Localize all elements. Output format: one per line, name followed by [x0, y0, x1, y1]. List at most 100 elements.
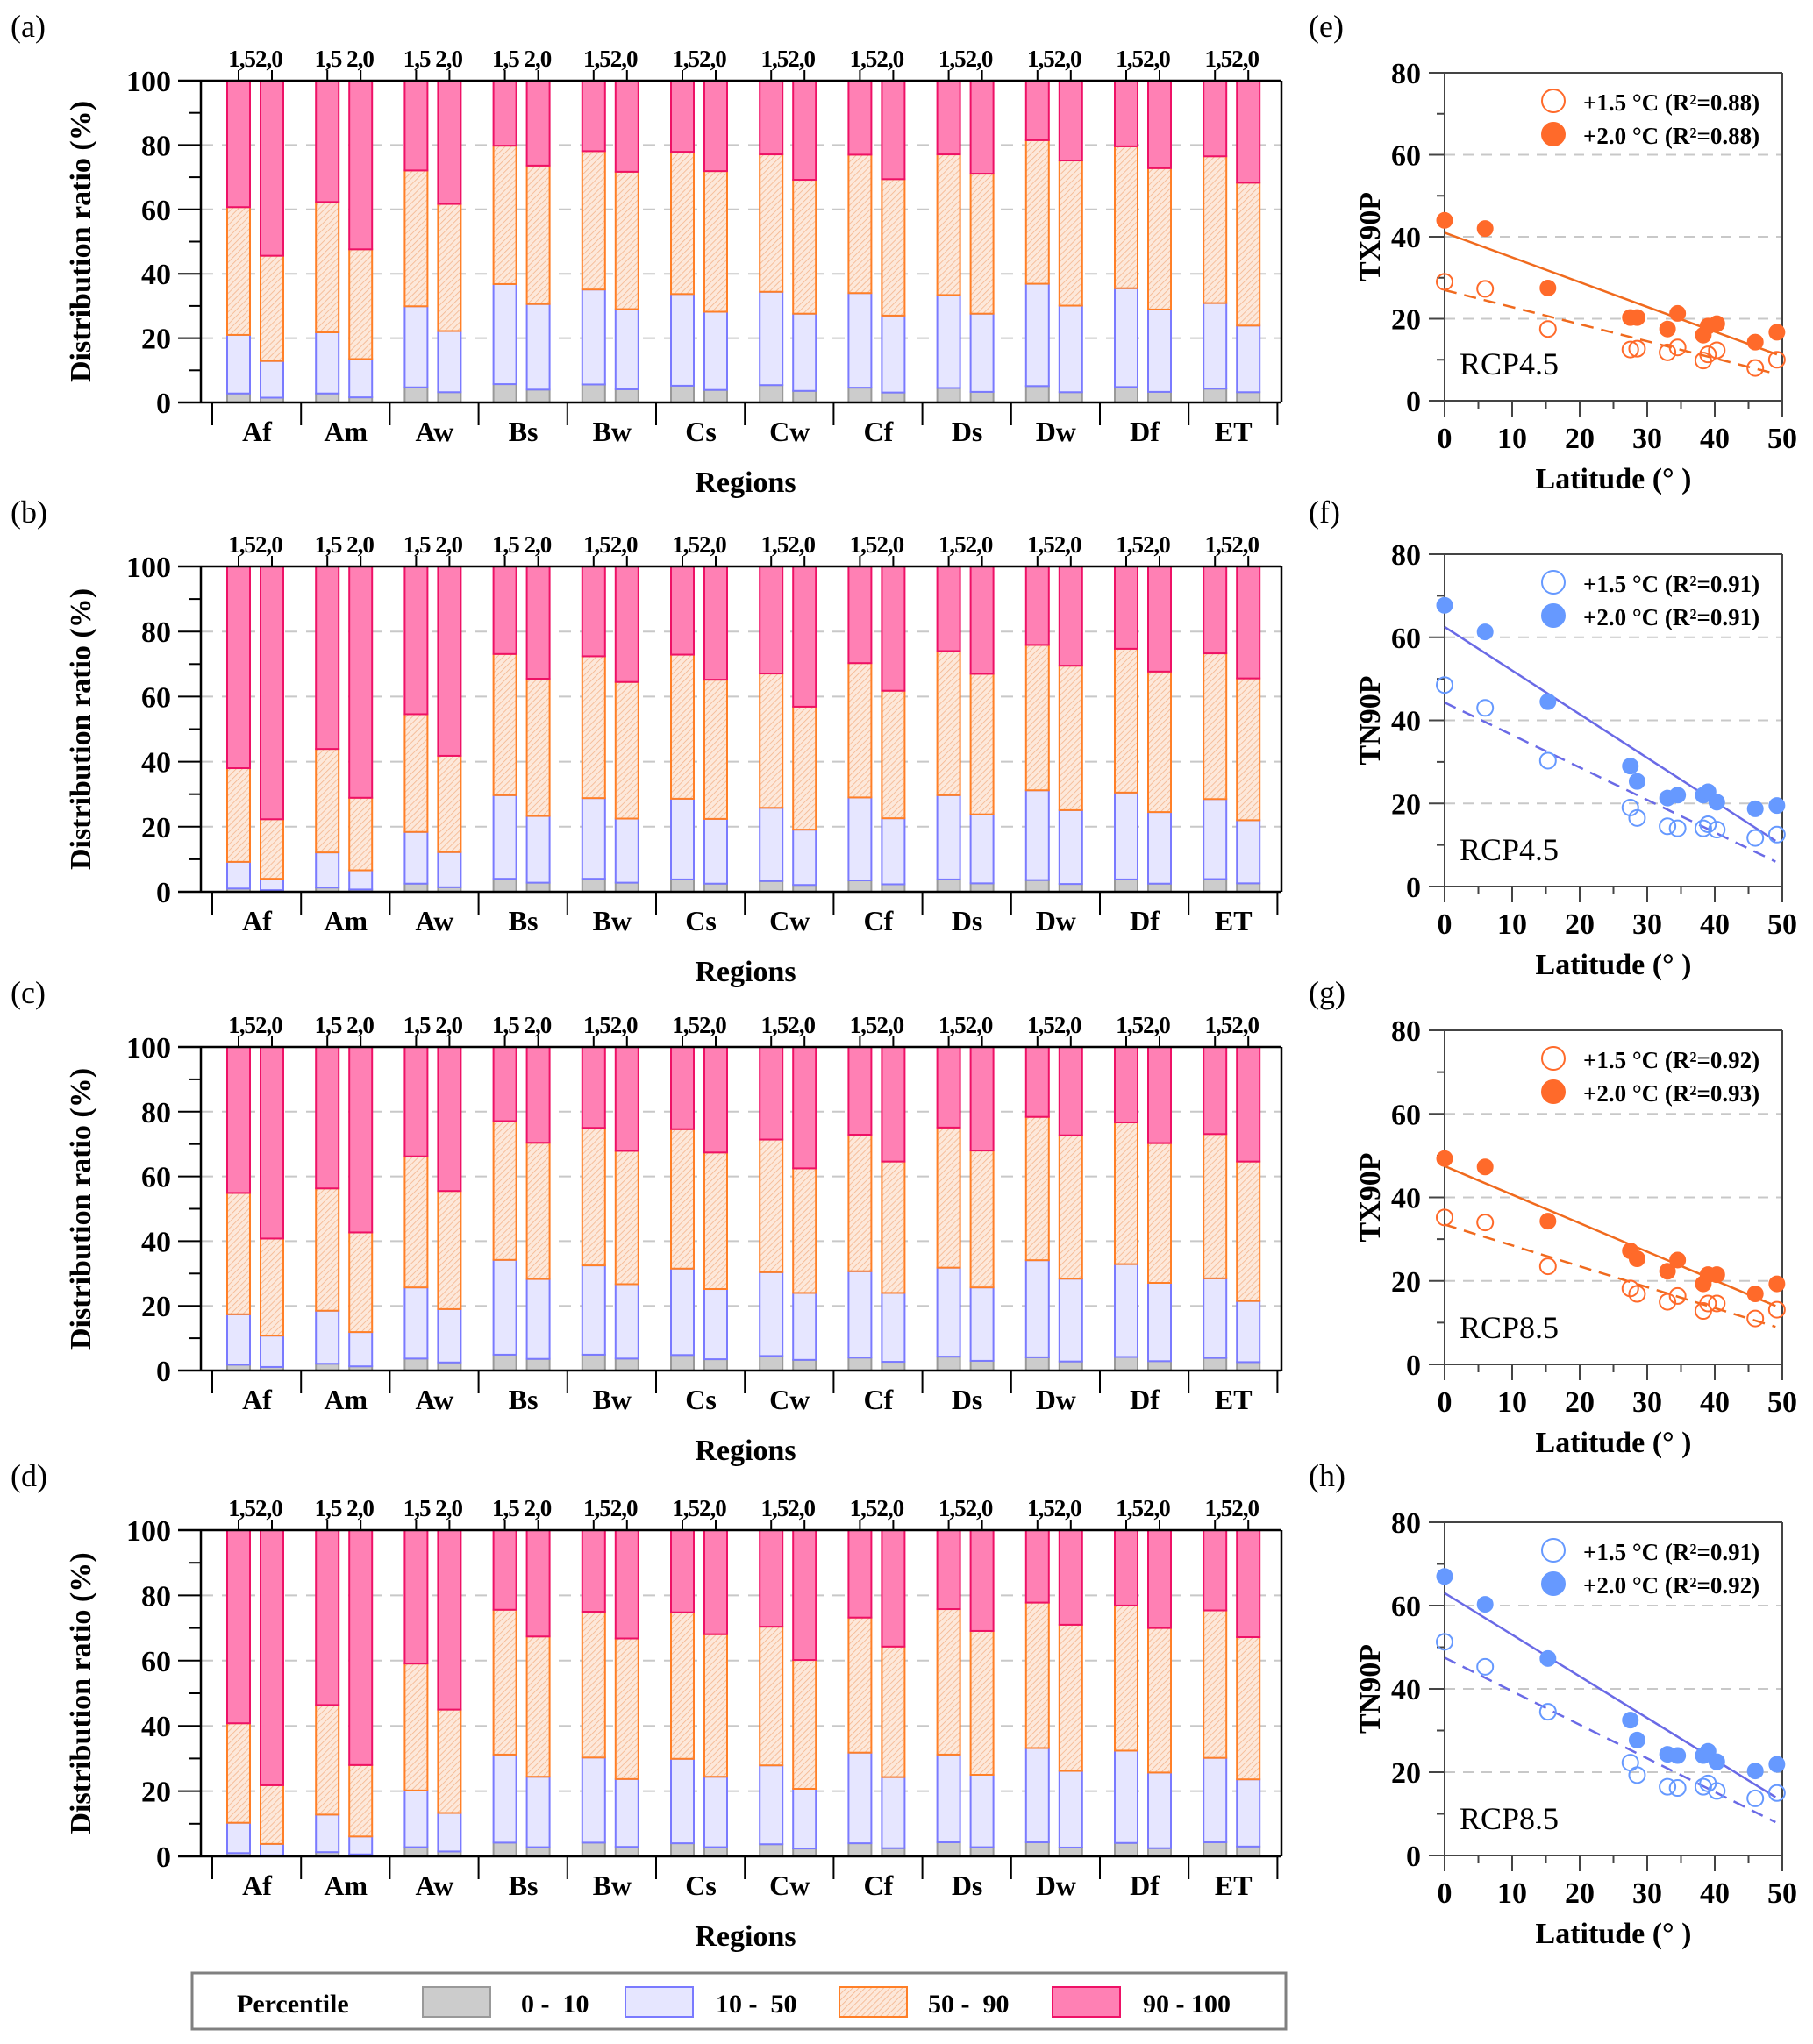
data-point-2-0	[1436, 211, 1453, 229]
bar-segment-90-100	[403, 80, 429, 172]
y-tick-label: 20	[141, 812, 171, 844]
x-tick-label: 20	[1565, 1877, 1595, 1910]
bar-segment-10-50	[969, 813, 995, 885]
y-tick-label: 20	[141, 1777, 171, 1809]
data-point-1-5	[1668, 819, 1687, 837]
bar-segment-50-90	[525, 677, 551, 817]
bar-segment-10-50	[614, 817, 639, 884]
bar-segment-90-100	[881, 80, 906, 181]
y-tick-label: 20	[1391, 1266, 1421, 1299]
bar-segment-0-10	[703, 1358, 728, 1371]
x-axis-title: Latitude (° )	[1536, 1918, 1692, 1950]
top-tick-label: 1,5 2,0	[492, 1012, 552, 1038]
bar-segment-10-50	[525, 815, 551, 884]
x-tick-label: 20	[1565, 423, 1595, 455]
data-point-1-5	[1628, 1766, 1646, 1784]
data-point-1-5	[1746, 1789, 1765, 1807]
bar-segment-50-90	[670, 653, 695, 800]
x-tick-label: 0	[1438, 1386, 1453, 1419]
bar-segment-0-10	[525, 1846, 551, 1857]
bar-segment-10-50	[1058, 304, 1083, 394]
top-tick-label: 1,5 2,0	[315, 46, 375, 72]
bar-segment-90-100	[1236, 80, 1261, 184]
data-point-1-5	[1694, 819, 1712, 837]
bar-segment-90-100	[437, 566, 462, 757]
legend-label-0-10: 0 - 10	[521, 1990, 589, 2019]
bar-segment-0-10	[1147, 1847, 1172, 1857]
panel-label: (g)	[1309, 975, 1345, 1010]
bar-segment-90-100	[260, 80, 284, 257]
y-tick-label: 100	[126, 1032, 171, 1065]
data-point-2-0	[1622, 758, 1639, 775]
panel-label: (f)	[1309, 495, 1340, 530]
data-point-2-0	[1539, 279, 1557, 296]
data-point-1-5	[1436, 273, 1453, 291]
bar-segment-0-10	[1058, 883, 1083, 894]
bar-segment-90-100	[1024, 1529, 1050, 1604]
bar-segment-0-10	[936, 1356, 961, 1372]
top-tick-label: 1,5 2,0	[403, 531, 463, 558]
bar-segment-10-50	[492, 282, 517, 386]
bar-segment-0-10	[315, 392, 340, 403]
x-tick-label: 30	[1632, 1877, 1662, 1910]
bar-segment-0-10	[581, 1353, 606, 1371]
bar-segment-50-90	[614, 1150, 639, 1286]
bar-segment-10-50	[1024, 282, 1050, 388]
category-label: Cw	[769, 1870, 810, 1901]
bar-segment-10-50	[1058, 1770, 1083, 1848]
panel-label: (a)	[11, 9, 46, 44]
category-label: Df	[1130, 1384, 1160, 1415]
bar-segment-0-10	[1203, 878, 1228, 894]
bar-segment-90-100	[969, 566, 995, 675]
data-point-1-5	[1746, 829, 1765, 847]
data-point-2-0	[1539, 693, 1557, 710]
top-tick-label: 1,52,0	[228, 1495, 282, 1521]
category-label: Cs	[685, 905, 717, 937]
y-tick-label: 80	[141, 130, 171, 162]
x-tick-label: 10	[1497, 1877, 1527, 1910]
bar-segment-0-10	[936, 878, 961, 893]
x-axis-title: Regions	[695, 466, 796, 499]
x-tick-label: 10	[1497, 423, 1527, 455]
top-tick-label: 1,5 2,0	[315, 1012, 375, 1038]
y-tick-label: 40	[141, 259, 171, 291]
bar-segment-10-50	[403, 830, 429, 885]
bar-segment-90-100	[936, 1529, 961, 1611]
x-tick-label: 30	[1632, 1386, 1662, 1419]
bar-segment-0-10	[1024, 1356, 1050, 1371]
x-tick-label: 50	[1767, 1386, 1797, 1419]
bar-segment-90-100	[348, 1529, 374, 1766]
bar-segment-10-50	[881, 1776, 906, 1849]
bar-segment-90-100	[437, 80, 462, 205]
bar-segment-10-50	[936, 794, 961, 880]
fit-line-2-0	[1444, 1164, 1776, 1307]
bar-segment-50-90	[437, 1708, 462, 1814]
data-point-1-5	[1746, 1309, 1765, 1328]
data-point-1-5	[1694, 1777, 1712, 1796]
bar-segment-10-50	[226, 1821, 251, 1855]
top-tick-label: 1,52,0	[1116, 1495, 1170, 1521]
bar-segment-90-100	[1236, 1046, 1261, 1163]
data-point-1-5	[1708, 1294, 1726, 1313]
bar-segment-10-50	[759, 1271, 784, 1357]
bar-segment-90-100	[847, 566, 873, 665]
bar-segment-50-90	[226, 206, 251, 336]
bar-segment-90-100	[759, 1529, 784, 1628]
bar-segment-0-10	[614, 1846, 639, 1857]
y-tick-label: 0	[156, 877, 171, 909]
bar-segment-10-50	[525, 303, 551, 391]
data-point-2-0	[1628, 1250, 1645, 1268]
y-tick-label: 80	[1391, 539, 1421, 572]
bar-segment-90-100	[348, 80, 374, 251]
y-axis-title: TX90P	[1354, 1153, 1387, 1243]
bar-segment-10-50	[1203, 1277, 1228, 1359]
bar-segment-10-50	[703, 1776, 728, 1848]
data-point-1-5	[1476, 699, 1495, 717]
bar-segment-0-10	[969, 1359, 995, 1372]
bar-segment-90-100	[703, 1046, 728, 1154]
bar-segment-10-50	[348, 1835, 374, 1855]
top-tick-label: 1,52,0	[1116, 1012, 1170, 1038]
bar-segment-50-90	[847, 153, 873, 295]
top-tick-label: 1,5 2,0	[403, 1012, 463, 1038]
x-axis-title: Regions	[695, 1920, 796, 1953]
